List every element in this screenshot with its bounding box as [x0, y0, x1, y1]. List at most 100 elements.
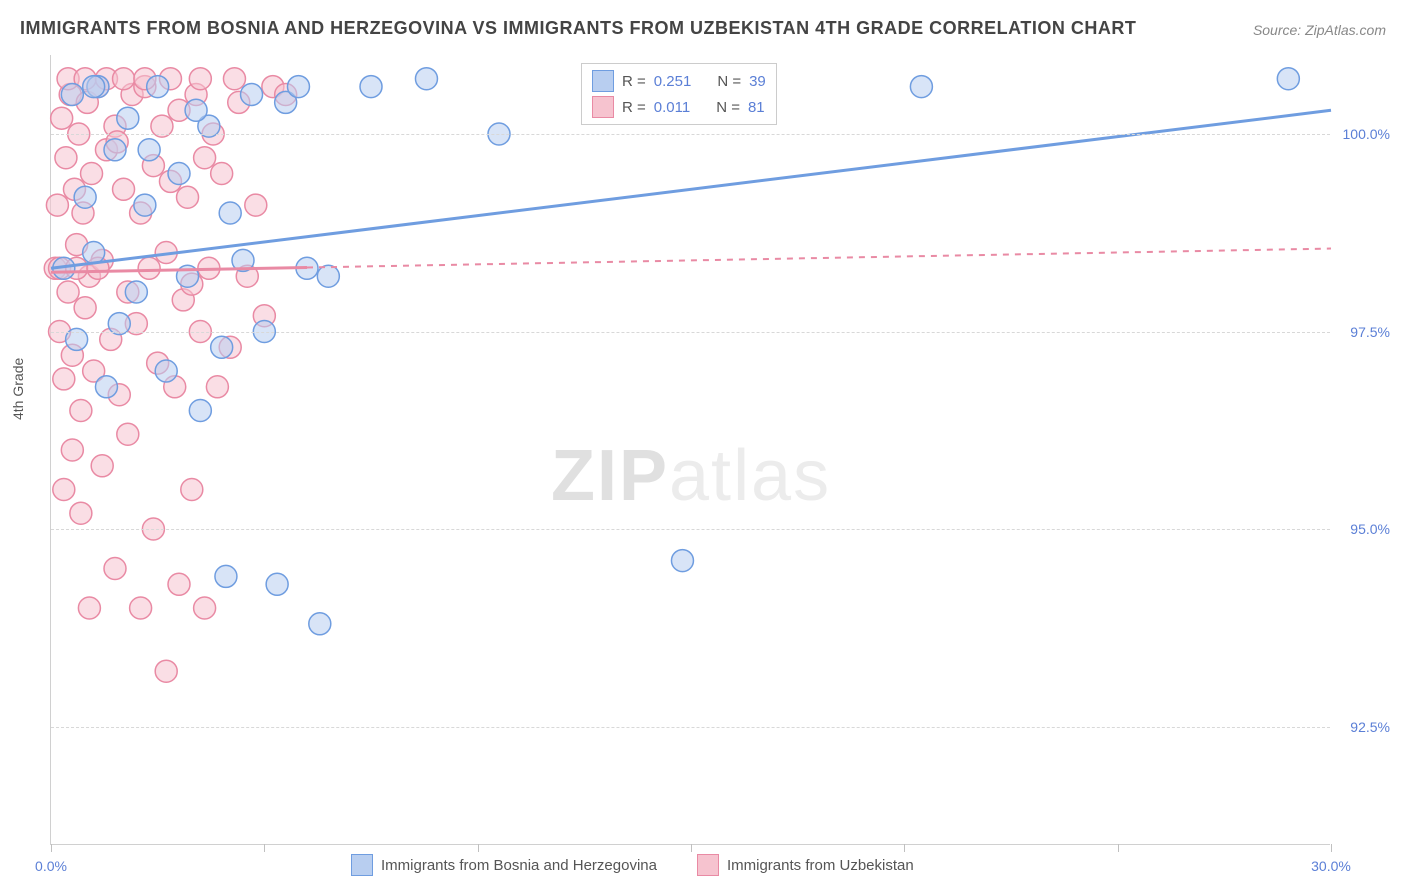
scatter-point: [117, 107, 139, 129]
x-tick: [264, 844, 265, 852]
series-legend-label: Immigrants from Bosnia and Herzegovina: [381, 857, 657, 874]
scatter-point: [223, 68, 245, 90]
y-axis-label: 4th Grade: [10, 358, 26, 420]
scatter-point: [83, 242, 105, 264]
scatter-point: [211, 163, 233, 185]
plot-area: ZIPatlas R = 0.251 N = 39 R = 0.011 N = …: [50, 55, 1330, 845]
scatter-point: [104, 139, 126, 161]
scatter-point: [245, 194, 267, 216]
scatter-point: [415, 68, 437, 90]
legend-n-value: 39: [749, 73, 766, 90]
scatter-point: [70, 400, 92, 422]
legend-r-label: R =: [622, 99, 646, 116]
scatter-point: [206, 376, 228, 398]
scatter-point: [78, 597, 100, 619]
scatter-point: [194, 597, 216, 619]
scatter-point: [55, 147, 77, 169]
scatter-point: [134, 194, 156, 216]
chart-title: IMMIGRANTS FROM BOSNIA AND HERZEGOVINA V…: [20, 18, 1136, 39]
x-tick: [904, 844, 905, 852]
series-legend-label: Immigrants from Uzbekistan: [727, 857, 914, 874]
scatter-point: [194, 147, 216, 169]
scatter-point: [168, 573, 190, 595]
legend-r-value: 0.251: [654, 73, 692, 90]
scatter-point: [74, 297, 96, 319]
legend-n-value: 81: [748, 99, 765, 116]
scatter-point: [147, 76, 169, 98]
scatter-point: [211, 336, 233, 358]
source-attribution: Source: ZipAtlas.com: [1253, 22, 1386, 38]
scatter-point: [168, 163, 190, 185]
legend-swatch-blue: [351, 854, 373, 876]
x-tick: [1118, 844, 1119, 852]
x-tick-label: 0.0%: [35, 858, 67, 874]
scatter-point: [113, 68, 135, 90]
scatter-point: [1277, 68, 1299, 90]
scatter-point: [910, 76, 932, 98]
legend-r-value: 0.011: [654, 99, 690, 116]
scatter-point: [61, 84, 83, 106]
scatter-point: [130, 597, 152, 619]
legend-row: R = 0.011 N = 81: [592, 94, 766, 120]
scatter-point: [215, 565, 237, 587]
scatter-point: [309, 613, 331, 635]
scatter-point: [83, 76, 105, 98]
series-legend-item: Immigrants from Uzbekistan: [697, 854, 914, 876]
grid-line: [51, 529, 1330, 530]
correlation-legend: R = 0.251 N = 39 R = 0.011 N = 81: [581, 63, 777, 125]
legend-n-label: N =: [717, 73, 741, 90]
scatter-point: [241, 84, 263, 106]
scatter-point: [81, 163, 103, 185]
scatter-point: [138, 139, 160, 161]
legend-swatch-pink: [697, 854, 719, 876]
scatter-point: [287, 76, 309, 98]
scatter-point: [74, 186, 96, 208]
x-tick: [1331, 844, 1332, 852]
scatter-point: [113, 178, 135, 200]
y-tick-label: 100.0%: [1343, 126, 1390, 142]
y-tick-label: 92.5%: [1350, 719, 1390, 735]
legend-swatch-pink: [592, 96, 614, 118]
y-tick-label: 97.5%: [1350, 324, 1390, 340]
scatter-point: [46, 194, 68, 216]
x-tick: [51, 844, 52, 852]
scatter-point: [53, 368, 75, 390]
scatter-point: [57, 281, 79, 303]
scatter-point: [155, 360, 177, 382]
scatter-point: [91, 455, 113, 477]
scatter-point: [61, 439, 83, 461]
scatter-point: [95, 376, 117, 398]
scatter-point: [185, 99, 207, 121]
scatter-point: [219, 202, 241, 224]
legend-swatch-blue: [592, 70, 614, 92]
scatter-point: [189, 68, 211, 90]
grid-line: [51, 134, 1330, 135]
series-legend-item: Immigrants from Bosnia and Herzegovina: [351, 854, 657, 876]
scatter-point: [266, 573, 288, 595]
legend-row: R = 0.251 N = 39: [592, 68, 766, 94]
scatter-point: [181, 479, 203, 501]
grid-line: [51, 727, 1330, 728]
scatter-point: [104, 558, 126, 580]
scatter-point: [671, 550, 693, 572]
scatter-point: [155, 660, 177, 682]
x-tick: [478, 844, 479, 852]
scatter-point: [53, 479, 75, 501]
trend-line-dashed: [307, 249, 1331, 268]
scatter-point: [189, 400, 211, 422]
legend-n-label: N =: [716, 99, 740, 116]
y-tick-label: 95.0%: [1350, 521, 1390, 537]
scatter-point: [360, 76, 382, 98]
scatter-point: [317, 265, 339, 287]
scatter-point: [70, 502, 92, 524]
x-tick-label: 30.0%: [1311, 858, 1351, 874]
scatter-point: [51, 107, 73, 129]
series-legend: Immigrants from Bosnia and Herzegovina I…: [351, 854, 914, 876]
scatter-point: [125, 281, 147, 303]
legend-r-label: R =: [622, 73, 646, 90]
scatter-point: [138, 257, 160, 279]
scatter-point: [117, 423, 139, 445]
grid-line: [51, 332, 1330, 333]
x-tick: [691, 844, 692, 852]
scatter-point: [177, 186, 199, 208]
